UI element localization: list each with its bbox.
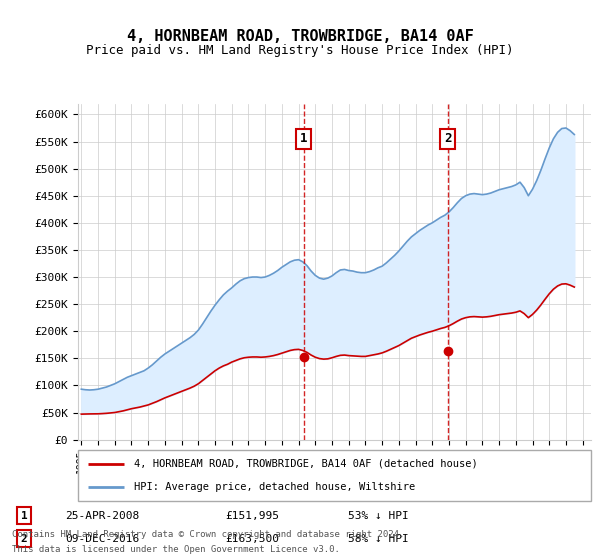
Text: 25-APR-2008: 25-APR-2008 bbox=[65, 511, 139, 521]
Text: £163,500: £163,500 bbox=[225, 534, 279, 544]
Text: £151,995: £151,995 bbox=[225, 511, 279, 521]
Text: 4, HORNBEAM ROAD, TROWBRIDGE, BA14 0AF (detached house): 4, HORNBEAM ROAD, TROWBRIDGE, BA14 0AF (… bbox=[134, 459, 478, 469]
Text: 1: 1 bbox=[300, 132, 308, 146]
Text: Contains HM Land Registry data © Crown copyright and database right 2024.: Contains HM Land Registry data © Crown c… bbox=[12, 530, 404, 539]
Text: 2: 2 bbox=[20, 534, 28, 544]
FancyBboxPatch shape bbox=[78, 450, 591, 501]
Text: 09-DEC-2016: 09-DEC-2016 bbox=[65, 534, 139, 544]
Text: 2: 2 bbox=[444, 132, 452, 146]
Text: This data is licensed under the Open Government Licence v3.0.: This data is licensed under the Open Gov… bbox=[12, 545, 340, 554]
Text: 4, HORNBEAM ROAD, TROWBRIDGE, BA14 0AF: 4, HORNBEAM ROAD, TROWBRIDGE, BA14 0AF bbox=[127, 29, 473, 44]
Text: Price paid vs. HM Land Registry's House Price Index (HPI): Price paid vs. HM Land Registry's House … bbox=[86, 44, 514, 57]
Text: 53% ↓ HPI: 53% ↓ HPI bbox=[347, 511, 409, 521]
Text: HPI: Average price, detached house, Wiltshire: HPI: Average price, detached house, Wilt… bbox=[134, 482, 416, 492]
Text: 1: 1 bbox=[20, 511, 28, 521]
Text: 58% ↓ HPI: 58% ↓ HPI bbox=[347, 534, 409, 544]
